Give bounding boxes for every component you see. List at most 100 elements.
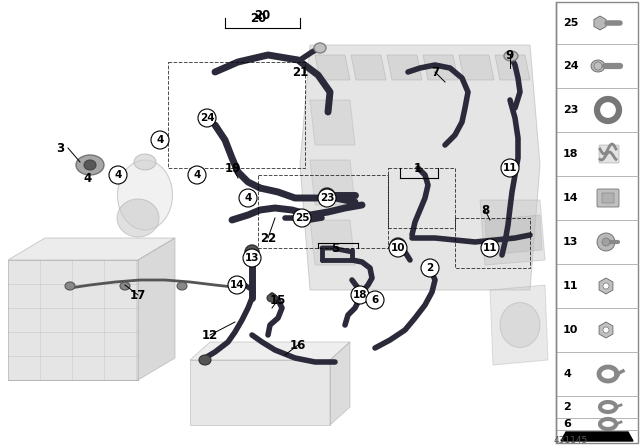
Polygon shape xyxy=(387,55,422,80)
Text: 4: 4 xyxy=(244,193,252,203)
Text: 11: 11 xyxy=(563,281,579,291)
Text: 13: 13 xyxy=(244,253,259,263)
Polygon shape xyxy=(190,360,330,425)
Circle shape xyxy=(239,189,257,207)
Text: 4: 4 xyxy=(84,172,92,185)
Polygon shape xyxy=(8,260,138,380)
Circle shape xyxy=(389,239,407,257)
Circle shape xyxy=(351,286,369,304)
Text: 14: 14 xyxy=(563,193,579,203)
Text: 16: 16 xyxy=(290,339,306,352)
FancyBboxPatch shape xyxy=(599,145,619,163)
Text: 11: 11 xyxy=(503,163,517,173)
Text: 6: 6 xyxy=(371,295,379,305)
Polygon shape xyxy=(310,100,355,145)
Text: 4: 4 xyxy=(193,170,201,180)
Polygon shape xyxy=(310,160,355,205)
Ellipse shape xyxy=(84,160,96,170)
Polygon shape xyxy=(423,55,458,80)
Circle shape xyxy=(109,166,127,184)
Circle shape xyxy=(366,291,384,309)
Text: 5: 5 xyxy=(331,241,339,254)
Circle shape xyxy=(597,233,615,251)
Text: 24: 24 xyxy=(200,113,214,123)
Ellipse shape xyxy=(500,302,540,348)
Text: 18: 18 xyxy=(563,149,579,159)
Polygon shape xyxy=(330,342,350,425)
Text: 14: 14 xyxy=(230,280,244,290)
Circle shape xyxy=(293,209,311,227)
Circle shape xyxy=(319,188,335,204)
Text: 19: 19 xyxy=(225,161,241,175)
Ellipse shape xyxy=(120,282,130,290)
Text: 1: 1 xyxy=(414,161,422,175)
FancyBboxPatch shape xyxy=(597,189,619,207)
Ellipse shape xyxy=(591,60,605,72)
Text: 17: 17 xyxy=(130,289,146,302)
Text: 20: 20 xyxy=(254,9,270,22)
Text: 9: 9 xyxy=(506,48,514,61)
Circle shape xyxy=(245,245,259,259)
Text: 15: 15 xyxy=(270,293,286,306)
Text: 431145: 431145 xyxy=(554,436,588,445)
Text: 25: 25 xyxy=(563,18,579,28)
Circle shape xyxy=(481,239,499,257)
Ellipse shape xyxy=(314,43,326,53)
Text: 10: 10 xyxy=(391,243,405,253)
Ellipse shape xyxy=(76,155,104,175)
FancyBboxPatch shape xyxy=(602,193,614,203)
Polygon shape xyxy=(315,55,350,80)
Circle shape xyxy=(603,283,609,289)
Text: 25: 25 xyxy=(295,213,309,223)
Text: 23: 23 xyxy=(320,193,334,203)
Text: 22: 22 xyxy=(260,232,276,245)
Text: 23: 23 xyxy=(563,105,579,115)
Text: 8: 8 xyxy=(481,203,489,216)
Polygon shape xyxy=(351,55,386,80)
Polygon shape xyxy=(190,342,350,360)
Text: 3: 3 xyxy=(56,142,64,155)
Text: 10: 10 xyxy=(563,325,579,335)
Text: 12: 12 xyxy=(202,328,218,341)
Ellipse shape xyxy=(177,282,187,290)
Text: 6: 6 xyxy=(563,419,571,429)
Ellipse shape xyxy=(267,294,277,302)
Circle shape xyxy=(151,131,169,149)
Text: 2: 2 xyxy=(563,402,571,412)
FancyBboxPatch shape xyxy=(556,2,638,443)
Text: 24: 24 xyxy=(563,61,579,71)
Ellipse shape xyxy=(134,154,156,170)
Ellipse shape xyxy=(594,62,602,70)
Polygon shape xyxy=(561,432,633,441)
Polygon shape xyxy=(495,55,530,80)
Circle shape xyxy=(390,238,406,254)
Circle shape xyxy=(243,249,261,267)
Ellipse shape xyxy=(117,199,159,237)
Polygon shape xyxy=(490,285,548,365)
Polygon shape xyxy=(485,215,542,255)
Ellipse shape xyxy=(504,51,518,61)
Circle shape xyxy=(501,159,519,177)
Text: 20: 20 xyxy=(250,12,266,25)
Polygon shape xyxy=(459,55,494,80)
Text: 4: 4 xyxy=(115,170,122,180)
Circle shape xyxy=(318,189,336,207)
Text: 21: 21 xyxy=(292,65,308,78)
Polygon shape xyxy=(8,238,175,260)
Text: 4: 4 xyxy=(156,135,164,145)
Circle shape xyxy=(602,238,610,246)
Text: 11: 11 xyxy=(483,243,497,253)
Text: 7: 7 xyxy=(431,65,439,78)
Circle shape xyxy=(228,276,246,294)
Polygon shape xyxy=(310,220,355,265)
Polygon shape xyxy=(480,200,545,265)
Text: 2: 2 xyxy=(426,263,434,273)
Polygon shape xyxy=(138,238,175,380)
Text: 18: 18 xyxy=(353,290,367,300)
Circle shape xyxy=(603,327,609,333)
Circle shape xyxy=(421,259,439,277)
Text: 4: 4 xyxy=(563,369,571,379)
Ellipse shape xyxy=(199,355,211,365)
Circle shape xyxy=(198,109,216,127)
Ellipse shape xyxy=(118,160,173,230)
